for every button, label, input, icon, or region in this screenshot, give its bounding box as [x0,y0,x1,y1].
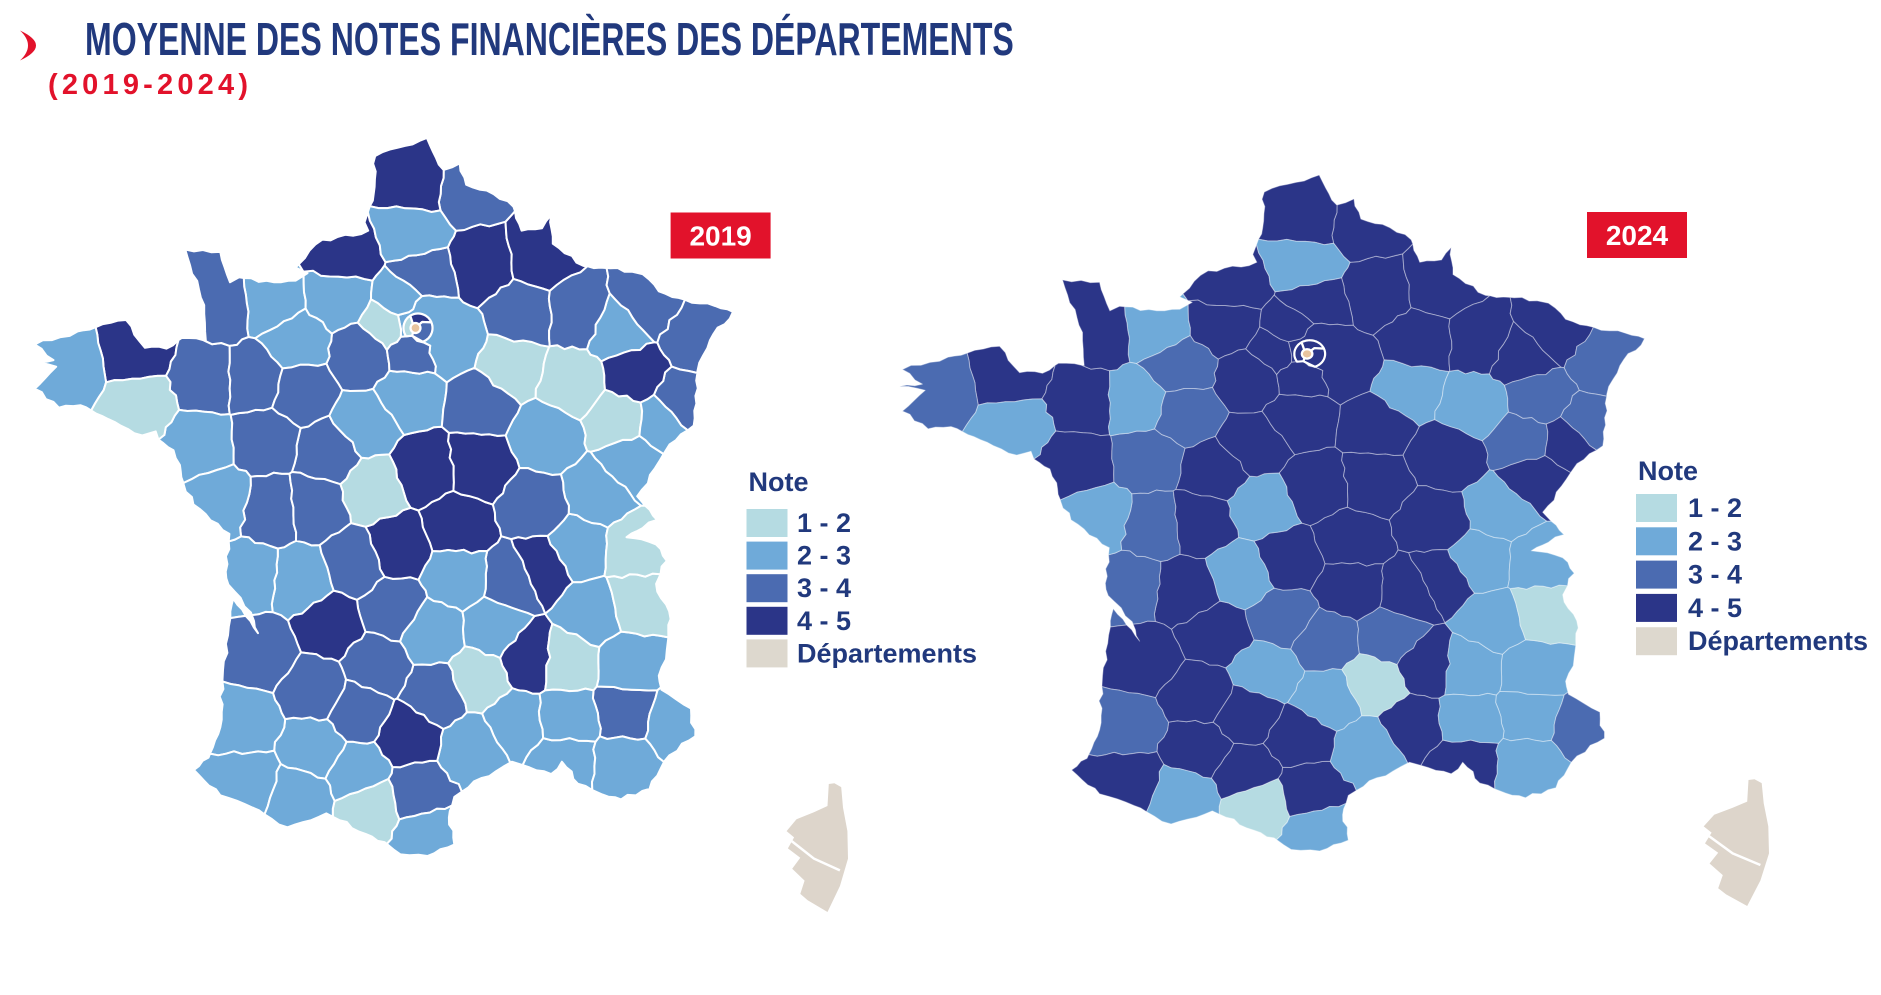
svg-text:Note: Note [749,467,809,497]
svg-text:2 - 3: 2 - 3 [1688,526,1742,556]
svg-text:3 - 4: 3 - 4 [1688,560,1742,590]
svg-text:1 - 2: 1 - 2 [797,508,851,538]
svg-text:4 - 5: 4 - 5 [1688,593,1742,623]
svg-text:2019: 2019 [689,221,751,252]
svg-text:MOYENNE DES NOTES FINANCIÈRES: MOYENNE DES NOTES FINANCIÈRES DES DÉPART… [85,14,1014,65]
svg-text:3 - 4: 3 - 4 [797,573,851,603]
svg-text:Note: Note [1638,456,1698,486]
svg-text:4 - 5: 4 - 5 [797,606,851,636]
svg-text:Départements: Départements [1688,626,1868,656]
svg-text:Départements: Départements [797,638,977,668]
svg-text:(2019-2024): (2019-2024) [48,69,252,101]
svg-text:1 - 2: 1 - 2 [1688,493,1742,523]
svg-text:2024: 2024 [1606,220,1669,251]
svg-text:2 - 3: 2 - 3 [797,541,851,571]
